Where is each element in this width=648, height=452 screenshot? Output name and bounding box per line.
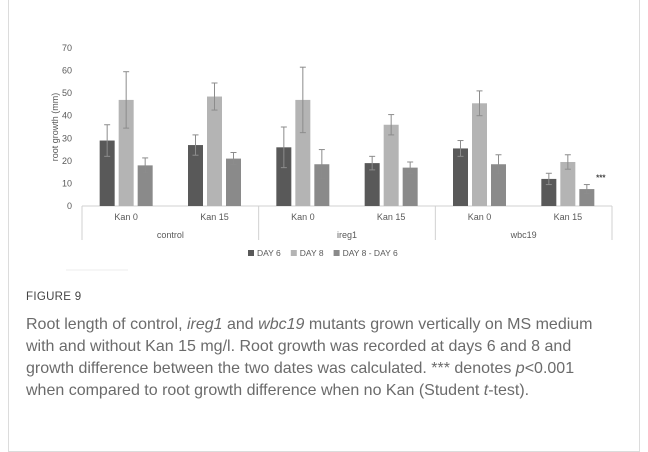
bar (207, 96, 222, 206)
y-tick-label: 70 (62, 43, 72, 53)
caption-part: Root length of control, (26, 316, 187, 333)
legend-label: DAY 8 - DAY 6 (343, 248, 398, 258)
bar (472, 103, 487, 206)
bar (402, 167, 418, 206)
bar (118, 99, 134, 206)
bar (314, 164, 330, 206)
caption-part: and (222, 316, 259, 333)
y-tick-label: 30 (62, 133, 72, 143)
bar (276, 147, 292, 206)
caption-part: -test). (488, 382, 530, 399)
bar (137, 165, 153, 206)
bar (383, 124, 399, 206)
y-axis-title: root growth (mm) (50, 93, 60, 162)
bar (226, 158, 241, 206)
y-tick-label: 50 (62, 88, 72, 98)
bar (453, 148, 468, 206)
gene-name: ireg1 (186, 316, 223, 333)
bar (99, 140, 115, 206)
legend-label: DAY 6 (257, 248, 281, 258)
x-tick-label: Kan 0 (291, 212, 315, 222)
x-tick-label: Kan 15 (200, 212, 229, 222)
figure-label: FIGURE 9 (26, 291, 82, 303)
bar (188, 145, 203, 206)
t-symbol: t (483, 382, 489, 399)
x-tick-label: Kan 0 (468, 212, 492, 222)
bar (491, 164, 506, 206)
figure-caption: Root length of control, ireg1 and wbc19 … (26, 314, 616, 402)
y-tick-label: 60 (62, 66, 72, 76)
group-label: ireg1 (337, 230, 357, 240)
bar (364, 163, 380, 206)
legend-label: DAY 8 (300, 248, 324, 258)
y-tick-label: 20 (62, 156, 72, 166)
y-tick-label: 0 (67, 201, 72, 211)
group-label: wbc19 (510, 230, 537, 240)
legend-swatch (248, 250, 254, 256)
legend-swatch (290, 250, 297, 256)
legend-swatch (333, 250, 340, 256)
x-tick-label: Kan 15 (554, 212, 583, 222)
gene-name: wbc19 (258, 316, 305, 333)
bar (579, 189, 595, 206)
bar-chart: root growth (mm) 0 10 20 30 40 50 60 70 Kan 0 Kan … (50, 43, 613, 271)
p-symbol: p (515, 360, 525, 377)
caption-part: mutants grown vertically on MS medium wi… (26, 316, 593, 377)
group-label: control (157, 230, 184, 240)
x-tick-label: Kan 15 (377, 212, 406, 222)
y-tick-label: 10 (62, 178, 72, 188)
bar (295, 99, 311, 206)
bar (560, 161, 576, 206)
bar (541, 178, 557, 206)
y-tick-label: 40 (62, 111, 72, 121)
caption-part: <0.001 when compared to root growth diff… (26, 360, 575, 399)
significance-marker: *** (596, 174, 606, 183)
x-tick-label: Kan 0 (114, 212, 138, 222)
